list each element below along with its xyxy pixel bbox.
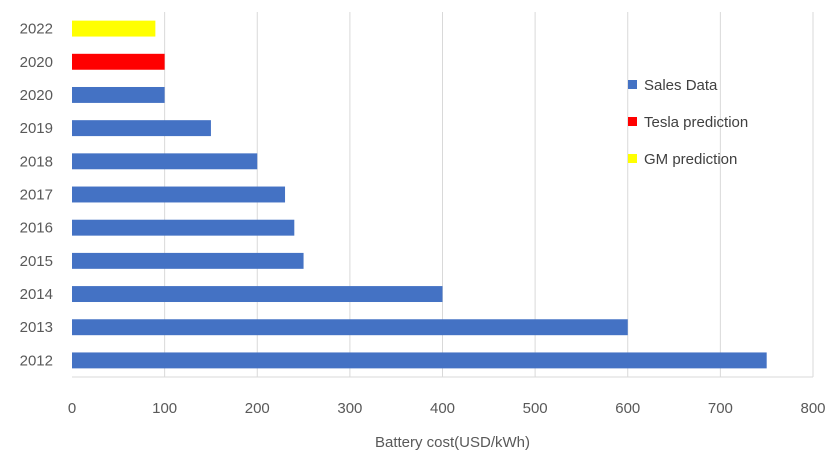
y-tick-label: 2013 bbox=[20, 319, 53, 336]
y-tick-label: 2022 bbox=[20, 21, 53, 38]
y-tick-label: 2020 bbox=[20, 54, 53, 71]
x-tick-label: 400 bbox=[430, 400, 455, 417]
bar-tesla-prediction-2020 bbox=[72, 53, 165, 70]
bar-sales-data-2015 bbox=[72, 252, 304, 269]
x-axis-tick-labels: 0 100 200 300 400 500 600 700 800 bbox=[68, 400, 826, 417]
y-tick-label: 2019 bbox=[20, 120, 53, 137]
bar-sales-data-2019 bbox=[72, 120, 211, 137]
bar-sales-data-2013 bbox=[72, 319, 628, 336]
x-tick-label: 100 bbox=[152, 400, 177, 417]
bar-sales-data-2016 bbox=[72, 219, 295, 236]
legend-swatch bbox=[628, 80, 637, 89]
y-tick-label: 2018 bbox=[20, 153, 53, 170]
y-tick-label: 2012 bbox=[20, 352, 53, 369]
legend-label: GM prediction bbox=[644, 151, 737, 168]
x-tick-label: 700 bbox=[708, 400, 733, 417]
x-tick-label: 300 bbox=[337, 400, 362, 417]
bar-sales-data-2020 bbox=[72, 86, 165, 103]
bar-gm-prediction-2022 bbox=[72, 20, 156, 37]
x-tick-label: 500 bbox=[523, 400, 548, 417]
legend-swatch bbox=[628, 117, 637, 126]
y-tick-label: 2014 bbox=[20, 286, 53, 303]
bar-sales-data-2017 bbox=[72, 186, 286, 203]
y-axis-tick-labels: 2012 2013 2014 2015 2016 2017 2018 2019 2020 2020… bbox=[20, 21, 53, 370]
bars bbox=[72, 20, 767, 369]
bar-sales-data-2012 bbox=[72, 352, 767, 369]
x-tick-label: 600 bbox=[615, 400, 640, 417]
legend-label: Tesla prediction bbox=[644, 114, 748, 131]
x-tick-label: 0 bbox=[68, 400, 76, 417]
y-tick-label: 2015 bbox=[20, 253, 53, 270]
gridlines bbox=[164, 12, 814, 377]
x-axis-title: Battery cost(USD/kWh) bbox=[375, 434, 530, 451]
y-tick-label: 2016 bbox=[20, 220, 53, 237]
legend-swatch bbox=[628, 154, 637, 163]
x-tick-label: 800 bbox=[800, 400, 825, 417]
legend: Sales Data Tesla prediction GM prediction bbox=[628, 77, 748, 168]
legend-label: Sales Data bbox=[644, 77, 718, 94]
bar-sales-data-2018 bbox=[72, 153, 258, 170]
bar-sales-data-2014 bbox=[72, 286, 443, 303]
y-tick-label: 2017 bbox=[20, 187, 53, 204]
x-tick-label: 200 bbox=[245, 400, 270, 417]
y-tick-label: 2020 bbox=[20, 87, 53, 104]
